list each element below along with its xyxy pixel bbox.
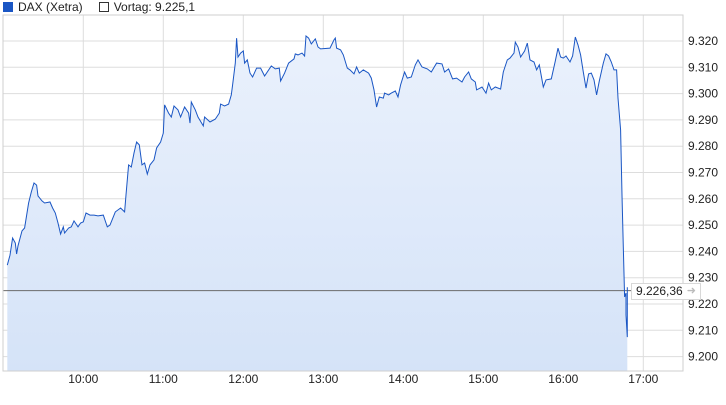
y-tick-label: 9.240 — [688, 244, 718, 258]
legend-label-vortag: Vortag: 9.225,1 — [113, 0, 196, 14]
legend-swatch-white — [98, 2, 109, 12]
price-line — [6, 35, 628, 338]
legend-item-dax[interactable]: DAX (Xetra) — [3, 0, 83, 14]
legend-label-dax: DAX (Xetra) — [18, 0, 83, 14]
x-tick-label: 16:00 — [548, 372, 578, 386]
legend-swatch-blue — [3, 2, 13, 12]
y-tick-label: 9.200 — [688, 350, 718, 364]
x-tick-label: 13:00 — [308, 372, 338, 386]
y-tick-label: 9.290 — [688, 113, 718, 127]
x-axis: 10:00 11:00 12:00 13:00 14:00 15:00 16:00 17:00 — [68, 372, 658, 386]
y-tick-label: 9.220 — [688, 297, 718, 311]
y-tick-label: 9.280 — [688, 139, 718, 153]
y-tick-label: 9.250 — [688, 218, 718, 232]
last-value-label: 9.226,36 ➜ — [631, 283, 701, 300]
y-tick-label: 9.210 — [688, 323, 718, 337]
legend-item-vortag[interactable]: Vortag: 9.225,1 — [98, 0, 196, 14]
x-tick-label: 12:00 — [228, 372, 258, 386]
plot-border — [2, 14, 684, 372]
y-tick-label: 9.270 — [688, 166, 718, 180]
y-tick-label: 9.300 — [688, 87, 718, 101]
y-tick-label: 9.320 — [688, 34, 718, 48]
y-tick-label: 9.310 — [688, 60, 718, 74]
x-tick-label: 15:00 — [468, 372, 498, 386]
x-tick-label: 14:00 — [388, 372, 418, 386]
x-tick-label: 11:00 — [149, 372, 178, 386]
y-axis: 9.200 9.210 9.220 9.230 9.240 9.250 9.260 9.270… — [688, 34, 718, 364]
x-tick-label: 10:00 — [68, 372, 98, 386]
legend: DAX (Xetra) Vortag: 9.225,1 — [3, 0, 211, 14]
arrow-right-icon: ➜ — [686, 285, 696, 297]
price-area-fill — [7, 36, 628, 371]
y-tick-label: 9.230 — [688, 271, 718, 285]
x-tick-label: 17:00 — [628, 372, 658, 386]
last-value-text: 9.226,36 — [636, 284, 683, 298]
y-tick-label: 9.260 — [688, 192, 718, 206]
